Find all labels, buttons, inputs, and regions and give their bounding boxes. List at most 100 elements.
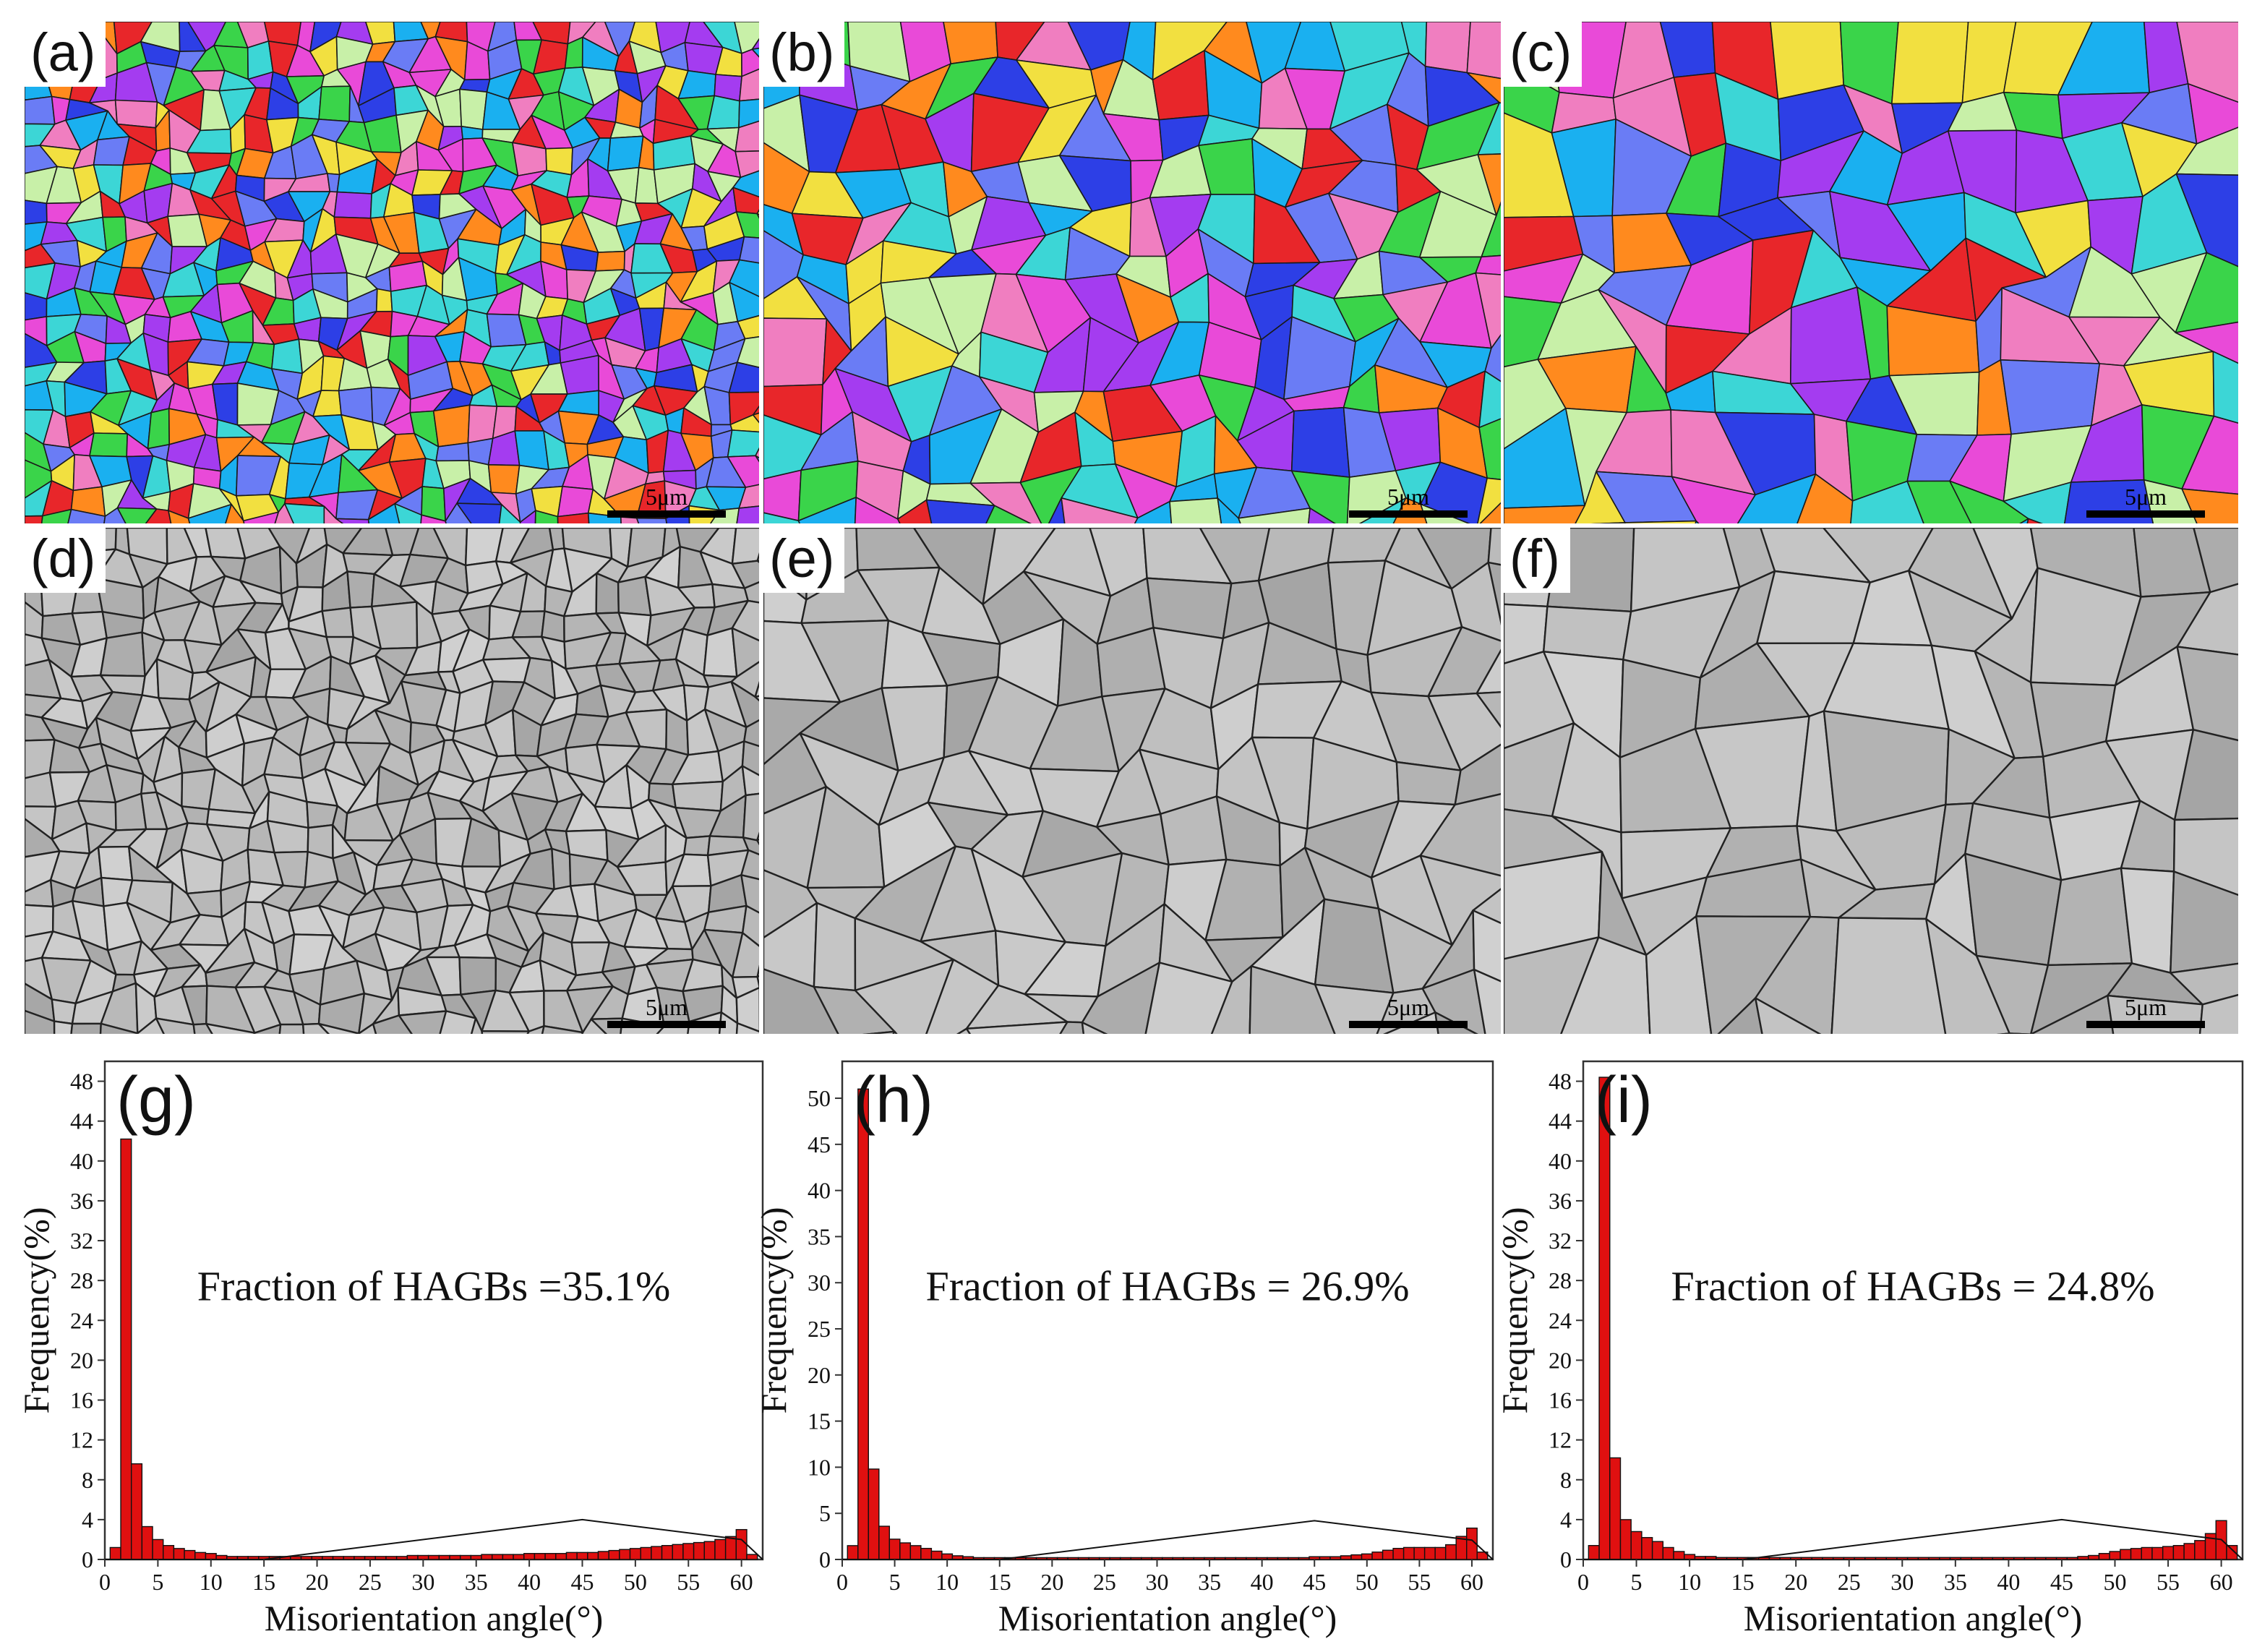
grain [752,412,759,424]
grain [498,503,521,523]
grain [1543,605,1632,661]
grain [1308,508,1336,523]
grain [458,956,497,996]
x-tick-label: 0 [99,1569,111,1595]
histogram-bar [878,1525,891,1560]
grain [754,695,759,702]
histogram-bar [364,1556,376,1560]
grain [1427,692,1501,771]
grain [155,1017,196,1034]
histogram-bar [438,1554,450,1560]
x-tick-label: 40 [518,1569,541,1595]
histogram-bar [1309,1556,1321,1560]
y-tick-label: 50 [808,1085,831,1111]
x-tick-label: 50 [2103,1569,2126,1595]
histogram-bar [1329,1556,1342,1560]
histogram-bar [909,1545,922,1560]
grain-boundary-texture [25,528,759,1034]
histogram-bar [1917,1557,1930,1560]
grain [168,510,191,523]
grain [1249,965,1336,1034]
grain [730,680,759,729]
grain [2212,351,2238,424]
y-tick-label: 24 [1549,1307,1572,1333]
grain [739,68,759,102]
y-tick-label: 10 [808,1454,831,1480]
histogram-bar [1822,1557,1834,1560]
grain [731,627,759,678]
scale-bar-a: 5μm [607,484,726,518]
histogram-bar [1684,1554,1696,1560]
grain [1481,201,1501,258]
histogram-svg: 0 5 10 15 20 25 30 35 40 45 50 55 600481216202428323… [1494,1060,2244,1638]
grain [683,835,711,857]
ebsd-map-a: (a) 5μm [25,22,759,523]
grain [1472,888,1501,925]
histogram-bar [1225,1557,1237,1560]
histogram-bar [746,1554,758,1560]
grain [763,968,839,1034]
scale-bar-line [607,510,726,518]
grain [751,47,759,58]
histogram-bar [1162,1557,1173,1560]
x-tick-label: 20 [1784,1569,1807,1595]
grain [595,250,626,272]
grain [2175,127,2238,176]
grain [727,429,759,458]
grain [2003,482,2072,523]
histogram-bar [1779,1557,1791,1560]
scale-bar-label: 5μm [1387,994,1430,1020]
histogram-bar [2066,1557,2078,1560]
grain [2176,646,2238,742]
grain [394,502,422,523]
histogram-bar [1130,1557,1142,1560]
grain [317,1022,360,1034]
x-tick-label: 45 [570,1569,594,1595]
histogram-bar [1971,1557,1983,1560]
grain [420,514,447,523]
histogram-bar [2003,1557,2015,1560]
grain [892,1030,898,1034]
grain [2173,729,2238,821]
histogram-bar [1056,1557,1068,1560]
histogram-bar [120,1138,132,1560]
x-tick-label: 35 [465,1569,488,1595]
x-tick-label: 55 [677,1569,700,1595]
grain [854,497,901,523]
histogram-bar [608,1549,620,1560]
grain [534,510,559,523]
x-tick-label: 15 [1731,1569,1755,1595]
grain [1487,528,1501,566]
grain [672,780,724,812]
grain [371,601,419,650]
y-tick-label: 35 [808,1223,831,1249]
grain [67,508,106,523]
panel-label-f: (f) [1504,528,1570,593]
ebsd-grain-texture [1504,22,2238,523]
grain [89,432,128,458]
grain [519,510,536,523]
histogram-bar [2141,1546,2153,1560]
grain [756,964,759,978]
grain [2176,583,2238,656]
histogram-bar [2077,1556,2089,1560]
grain [53,1020,74,1034]
x-tick-label: 40 [1251,1569,1274,1595]
grain [581,1018,608,1034]
y-tick-label: 16 [1549,1387,1572,1413]
histogram-bar [1854,1557,1866,1560]
histogram-bar [1392,1547,1405,1560]
histogram-bar [672,1544,684,1560]
histogram-bar [682,1543,695,1560]
histogram-bar [1790,1557,1802,1560]
grain [1210,965,1252,1034]
grain [1061,497,1139,523]
histogram-bar [1444,1544,1457,1560]
histogram-bar [290,1556,302,1560]
x-tick-label: 50 [624,1569,647,1595]
x-tick-label: 25 [1838,1569,1861,1595]
panel-label-e: (e) [763,528,845,593]
hagb-fraction-annotation: Fraction of HAGBs = 24.8% [1671,1263,2154,1310]
grain [321,607,354,638]
grain [2175,252,2238,333]
